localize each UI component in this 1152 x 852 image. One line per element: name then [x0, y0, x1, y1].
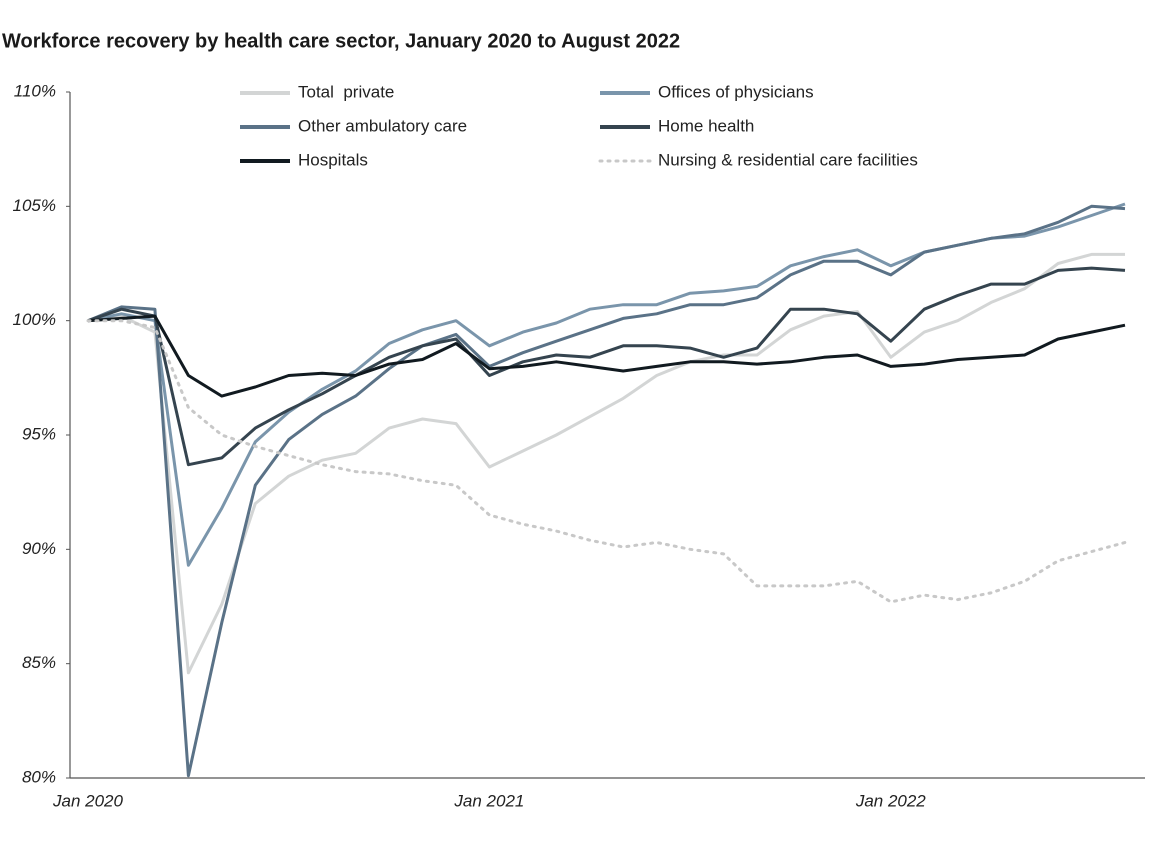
series-line [87, 202, 1126, 567]
y-tick-label: 100% [13, 310, 56, 329]
y-tick-label: 90% [22, 539, 56, 558]
legend-label: Home health [658, 116, 754, 135]
series-line [87, 252, 1125, 675]
x-tick-label: Jan 2021 [453, 791, 524, 810]
legend-label: Hospitals [298, 150, 368, 169]
y-tick-label: 95% [22, 424, 56, 443]
legend-label: Total private [298, 82, 394, 101]
series-line [87, 314, 1126, 398]
y-tick-label: 85% [22, 653, 56, 672]
x-tick-label: Jan 2020 [52, 791, 123, 810]
legend-label: Other ambulatory care [298, 116, 467, 135]
series-line [87, 204, 1126, 778]
legend-label: Offices of physicians [658, 82, 814, 101]
y-tick-label: 105% [13, 196, 56, 215]
series-line [87, 266, 1126, 467]
x-tick-label: Jan 2022 [855, 791, 926, 810]
legend-label: Nursing & residential care facilities [658, 150, 918, 169]
chart-title: Workforce recovery by health care sector… [2, 30, 680, 52]
y-tick-label: 110% [14, 81, 56, 100]
series-line [86, 319, 1127, 604]
y-tick-label: 80% [22, 767, 56, 786]
